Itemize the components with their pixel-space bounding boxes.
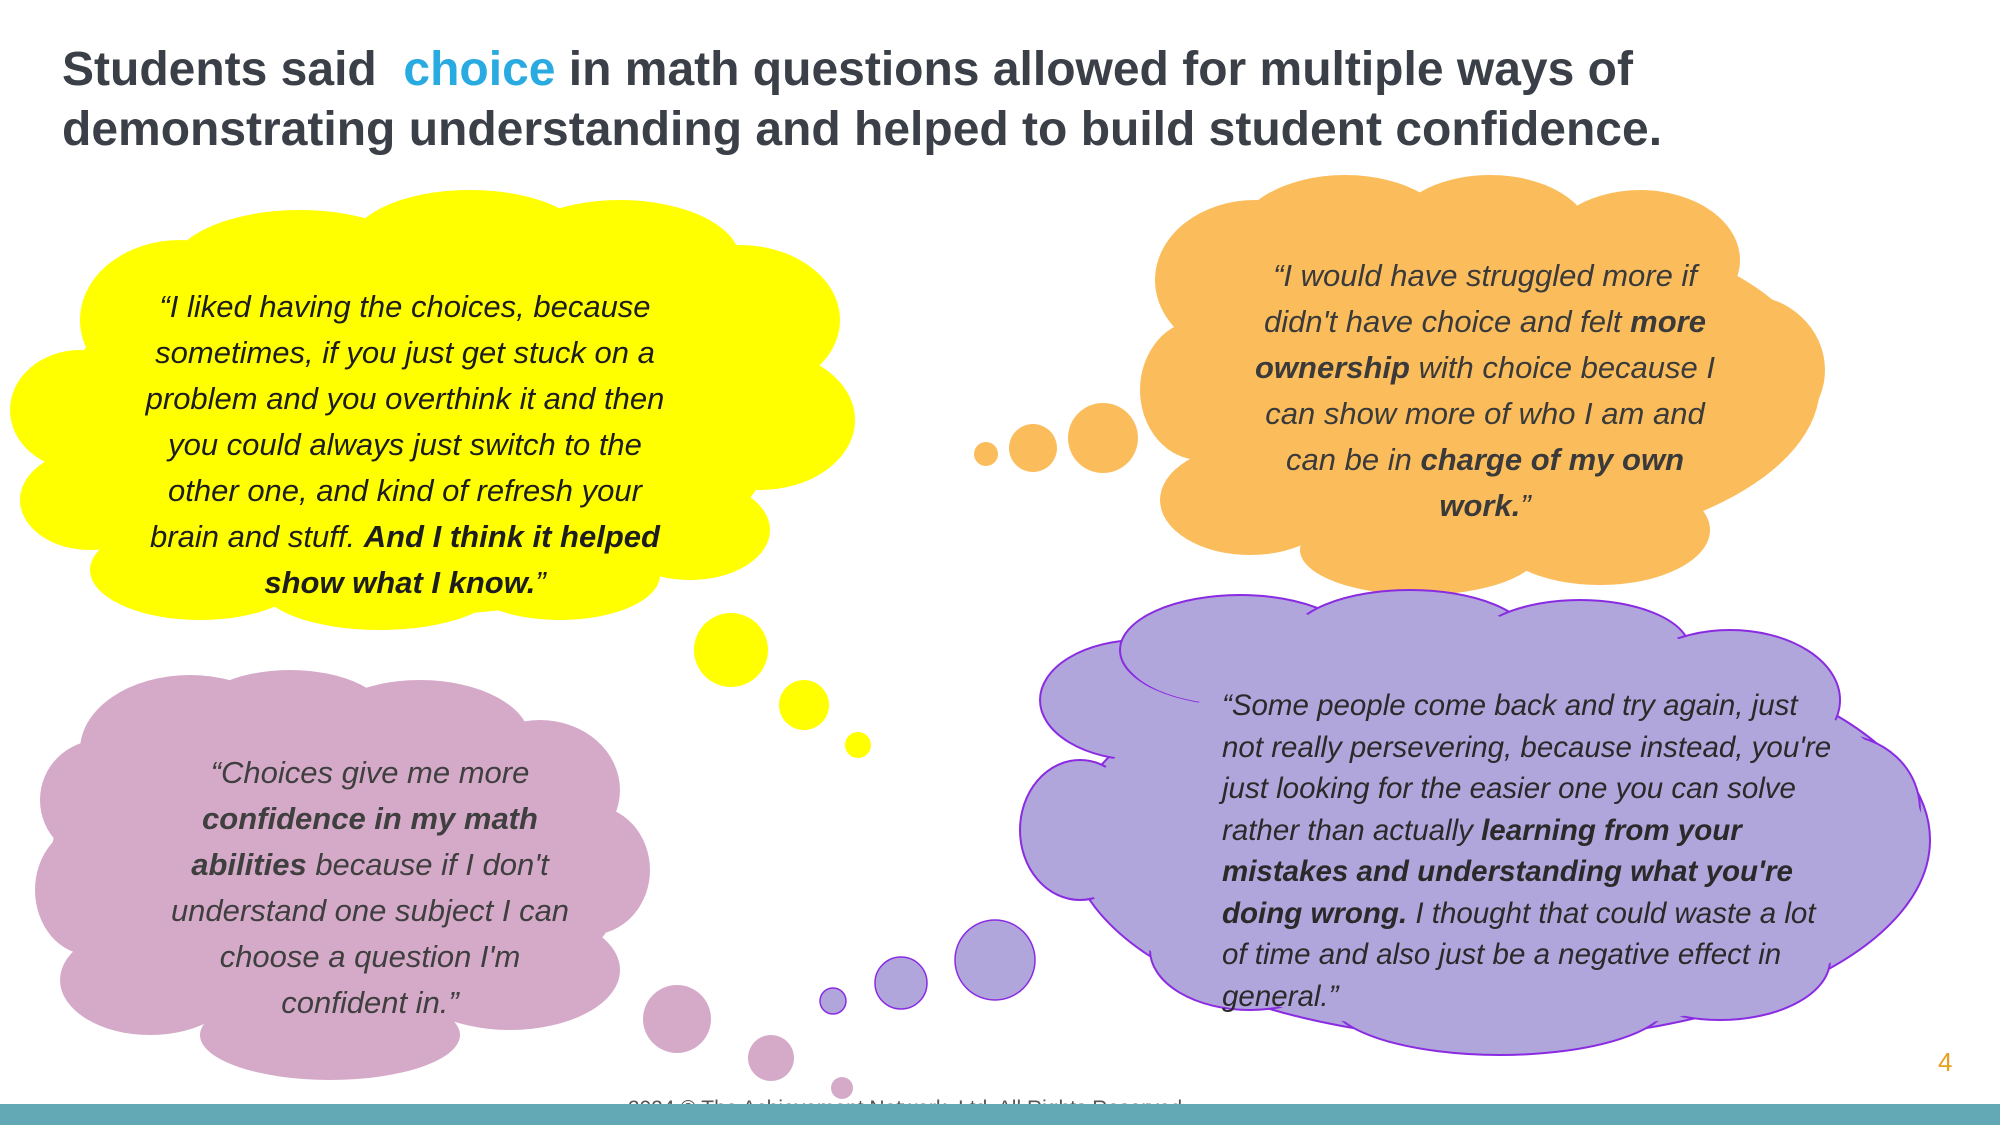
yellow-quote-bold: And I think it helped show what I know. xyxy=(264,519,660,600)
orange-thought-dots xyxy=(974,403,1138,473)
yellow-quote: “I liked having the choices, because som… xyxy=(130,284,680,606)
purple-cloud-fill-cover xyxy=(1075,600,1925,1045)
orange-quote-open: “I would have struggled more if didn't h… xyxy=(1264,258,1697,339)
yellow-thought-bubble xyxy=(10,190,855,630)
orange-quote-bold2: charge of my own work. xyxy=(1420,442,1684,523)
purple-quote-rest: I thought that could waste a lot of time… xyxy=(1222,896,1816,1013)
yellow-quote-text: “I liked having the choices, because som… xyxy=(145,289,665,554)
pink-thought-bubble xyxy=(35,670,650,1080)
orange-quote-bold1: more ownership xyxy=(1254,304,1706,385)
purple-quote-bold: learning from your mistakes and understa… xyxy=(1222,813,1793,930)
orange-quote: “I would have struggled more if didn't h… xyxy=(1240,253,1730,529)
title-before: Students said xyxy=(62,43,377,96)
purple-thought-dots xyxy=(819,919,1036,1015)
purple-quote-open: “Some people come back and try again, ju… xyxy=(1222,689,1832,847)
orange-quote-close: ” xyxy=(1520,488,1531,523)
title-highlight: choice xyxy=(403,43,556,96)
pink-quote-rest: because if I don't understand one subjec… xyxy=(170,847,570,1020)
bottom-bar xyxy=(0,1104,2000,1125)
pink-quote-bold: confidence in my math abilities xyxy=(191,801,538,882)
pink-quote-open: “Choices give me more xyxy=(210,755,530,790)
pink-thought-dots xyxy=(643,985,853,1099)
yellow-quote-close: ” xyxy=(535,565,546,600)
pink-quote: “Choices give me more confidence in my m… xyxy=(160,750,580,1026)
orange-thought-bubble xyxy=(1140,175,1825,595)
yellow-thought-dots xyxy=(694,613,871,758)
page-title: Students said choice in math questions a… xyxy=(62,40,1962,160)
title-after: in math questions allowed for multiple w… xyxy=(62,43,1663,156)
orange-quote-mid: with choice because I can show more of w… xyxy=(1265,350,1716,477)
purple-quote: “Some people come back and try again, ju… xyxy=(1222,685,1832,1017)
page-number: 4 xyxy=(1938,1047,1953,1077)
